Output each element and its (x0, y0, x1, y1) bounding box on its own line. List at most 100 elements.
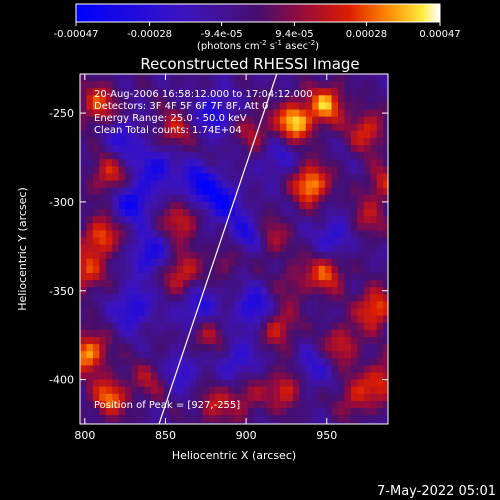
heatmap-cell (299, 194, 307, 203)
heatmap-cell (254, 336, 262, 345)
heatmap-cell (80, 130, 87, 139)
heatmap-cell (325, 116, 333, 125)
heatmap-cell (215, 145, 223, 153)
heatmap-cell (157, 351, 165, 359)
heatmap-cell (228, 329, 236, 338)
heatmap-cell (150, 209, 158, 217)
heatmap-cell (305, 393, 313, 402)
heatmap-cell (260, 194, 268, 203)
heatmap-cell (144, 194, 152, 203)
heatmap-cell (209, 422, 216, 424)
heatmap-cell (234, 251, 242, 260)
heatmap-cell (105, 116, 113, 125)
heatmap-cell (189, 251, 197, 260)
heatmap-cell (163, 81, 171, 89)
heatmap-cell (131, 216, 139, 224)
heatmap-cell (318, 351, 326, 359)
heatmap-cell (215, 294, 223, 302)
heatmap-cell (80, 209, 87, 217)
heatmap-cell (376, 244, 384, 253)
heatmap-cell (138, 187, 146, 196)
heatmap-cell (144, 301, 152, 310)
heatmap-cell (221, 159, 229, 167)
heatmap-cell (370, 123, 378, 132)
heatmap-cell (112, 308, 120, 317)
heatmap-cell (131, 95, 139, 103)
heatmap-cell (312, 294, 320, 302)
heatmap-cell (234, 315, 242, 324)
heatmap-cell (105, 237, 113, 246)
heatmap-cell (228, 109, 236, 118)
heatmap-cell (305, 287, 313, 295)
heatmap-cell (99, 308, 107, 317)
heatmap-cell (170, 400, 178, 409)
heatmap-cell (170, 152, 178, 160)
heatmap-cell (363, 152, 371, 160)
heatmap-cell (260, 237, 268, 246)
heatmap-cell (118, 301, 126, 310)
heatmap-cell (86, 386, 94, 395)
heatmap-cell (241, 258, 249, 267)
heatmap-cell (376, 166, 384, 174)
heatmap-cell (125, 237, 133, 246)
heatmap-cell (279, 265, 287, 274)
heatmap-cell (357, 130, 365, 139)
heatmap-cell (125, 187, 133, 196)
heatmap-cell (357, 88, 365, 96)
heatmap-cell (209, 336, 216, 345)
heatmap-cell (215, 194, 223, 203)
heatmap-cell (183, 294, 191, 302)
heatmap-cell (86, 322, 94, 331)
heatmap-cell (92, 123, 100, 132)
heatmap-cell (305, 137, 313, 146)
y-tick-label: -250 (49, 107, 74, 120)
heatmap-cell (338, 336, 345, 345)
heatmap-cell (105, 344, 113, 352)
heatmap-cell (350, 81, 358, 89)
heatmap-cell (267, 301, 275, 310)
heatmap-cell (125, 244, 133, 253)
heatmap-cell (312, 244, 320, 253)
heatmap-cell (150, 329, 158, 338)
colorbar-tick-label: 0.00047 (419, 29, 460, 40)
heatmap-cell (138, 351, 146, 359)
heatmap-cell (383, 159, 388, 167)
heatmap-cell (86, 258, 94, 267)
heatmap-cell (196, 287, 204, 295)
heatmap-cell (363, 102, 371, 111)
heatmap-cell (131, 372, 139, 381)
heatmap-cell (350, 308, 358, 317)
heatmap-cell (228, 123, 236, 132)
heatmap-cell (150, 351, 158, 359)
heatmap-cell (112, 386, 120, 395)
heatmap-cell (338, 145, 345, 153)
heatmap-cell (292, 393, 300, 402)
heatmap-cell (376, 216, 384, 224)
heatmap-cell (202, 116, 210, 125)
heatmap-cell (338, 237, 345, 246)
heatmap-cell (312, 237, 320, 246)
heatmap-cell (92, 88, 100, 96)
heatmap-cell (350, 365, 358, 373)
heatmap-cell (331, 280, 339, 288)
heatmap-cell (299, 159, 307, 167)
heatmap-cell (183, 81, 191, 89)
heatmap-cell (273, 109, 281, 118)
heatmap-cell (305, 109, 313, 118)
heatmap-cell (325, 145, 333, 153)
heatmap-cell (221, 137, 229, 146)
heatmap-cell (99, 358, 107, 366)
heatmap-cell (176, 145, 184, 153)
heatmap-cell (286, 209, 294, 217)
heatmap-cell (209, 386, 216, 395)
heatmap-cell (80, 223, 87, 231)
heatmap-cell (215, 336, 223, 345)
heatmap-cell (312, 415, 320, 423)
heatmap-cell (99, 344, 107, 352)
heatmap-cell (338, 81, 345, 89)
heatmap-cell (170, 223, 178, 231)
heatmap-cell (176, 322, 184, 331)
heatmap-cell (125, 294, 133, 302)
heatmap-cell (376, 386, 384, 395)
heatmap-cell (254, 201, 262, 210)
